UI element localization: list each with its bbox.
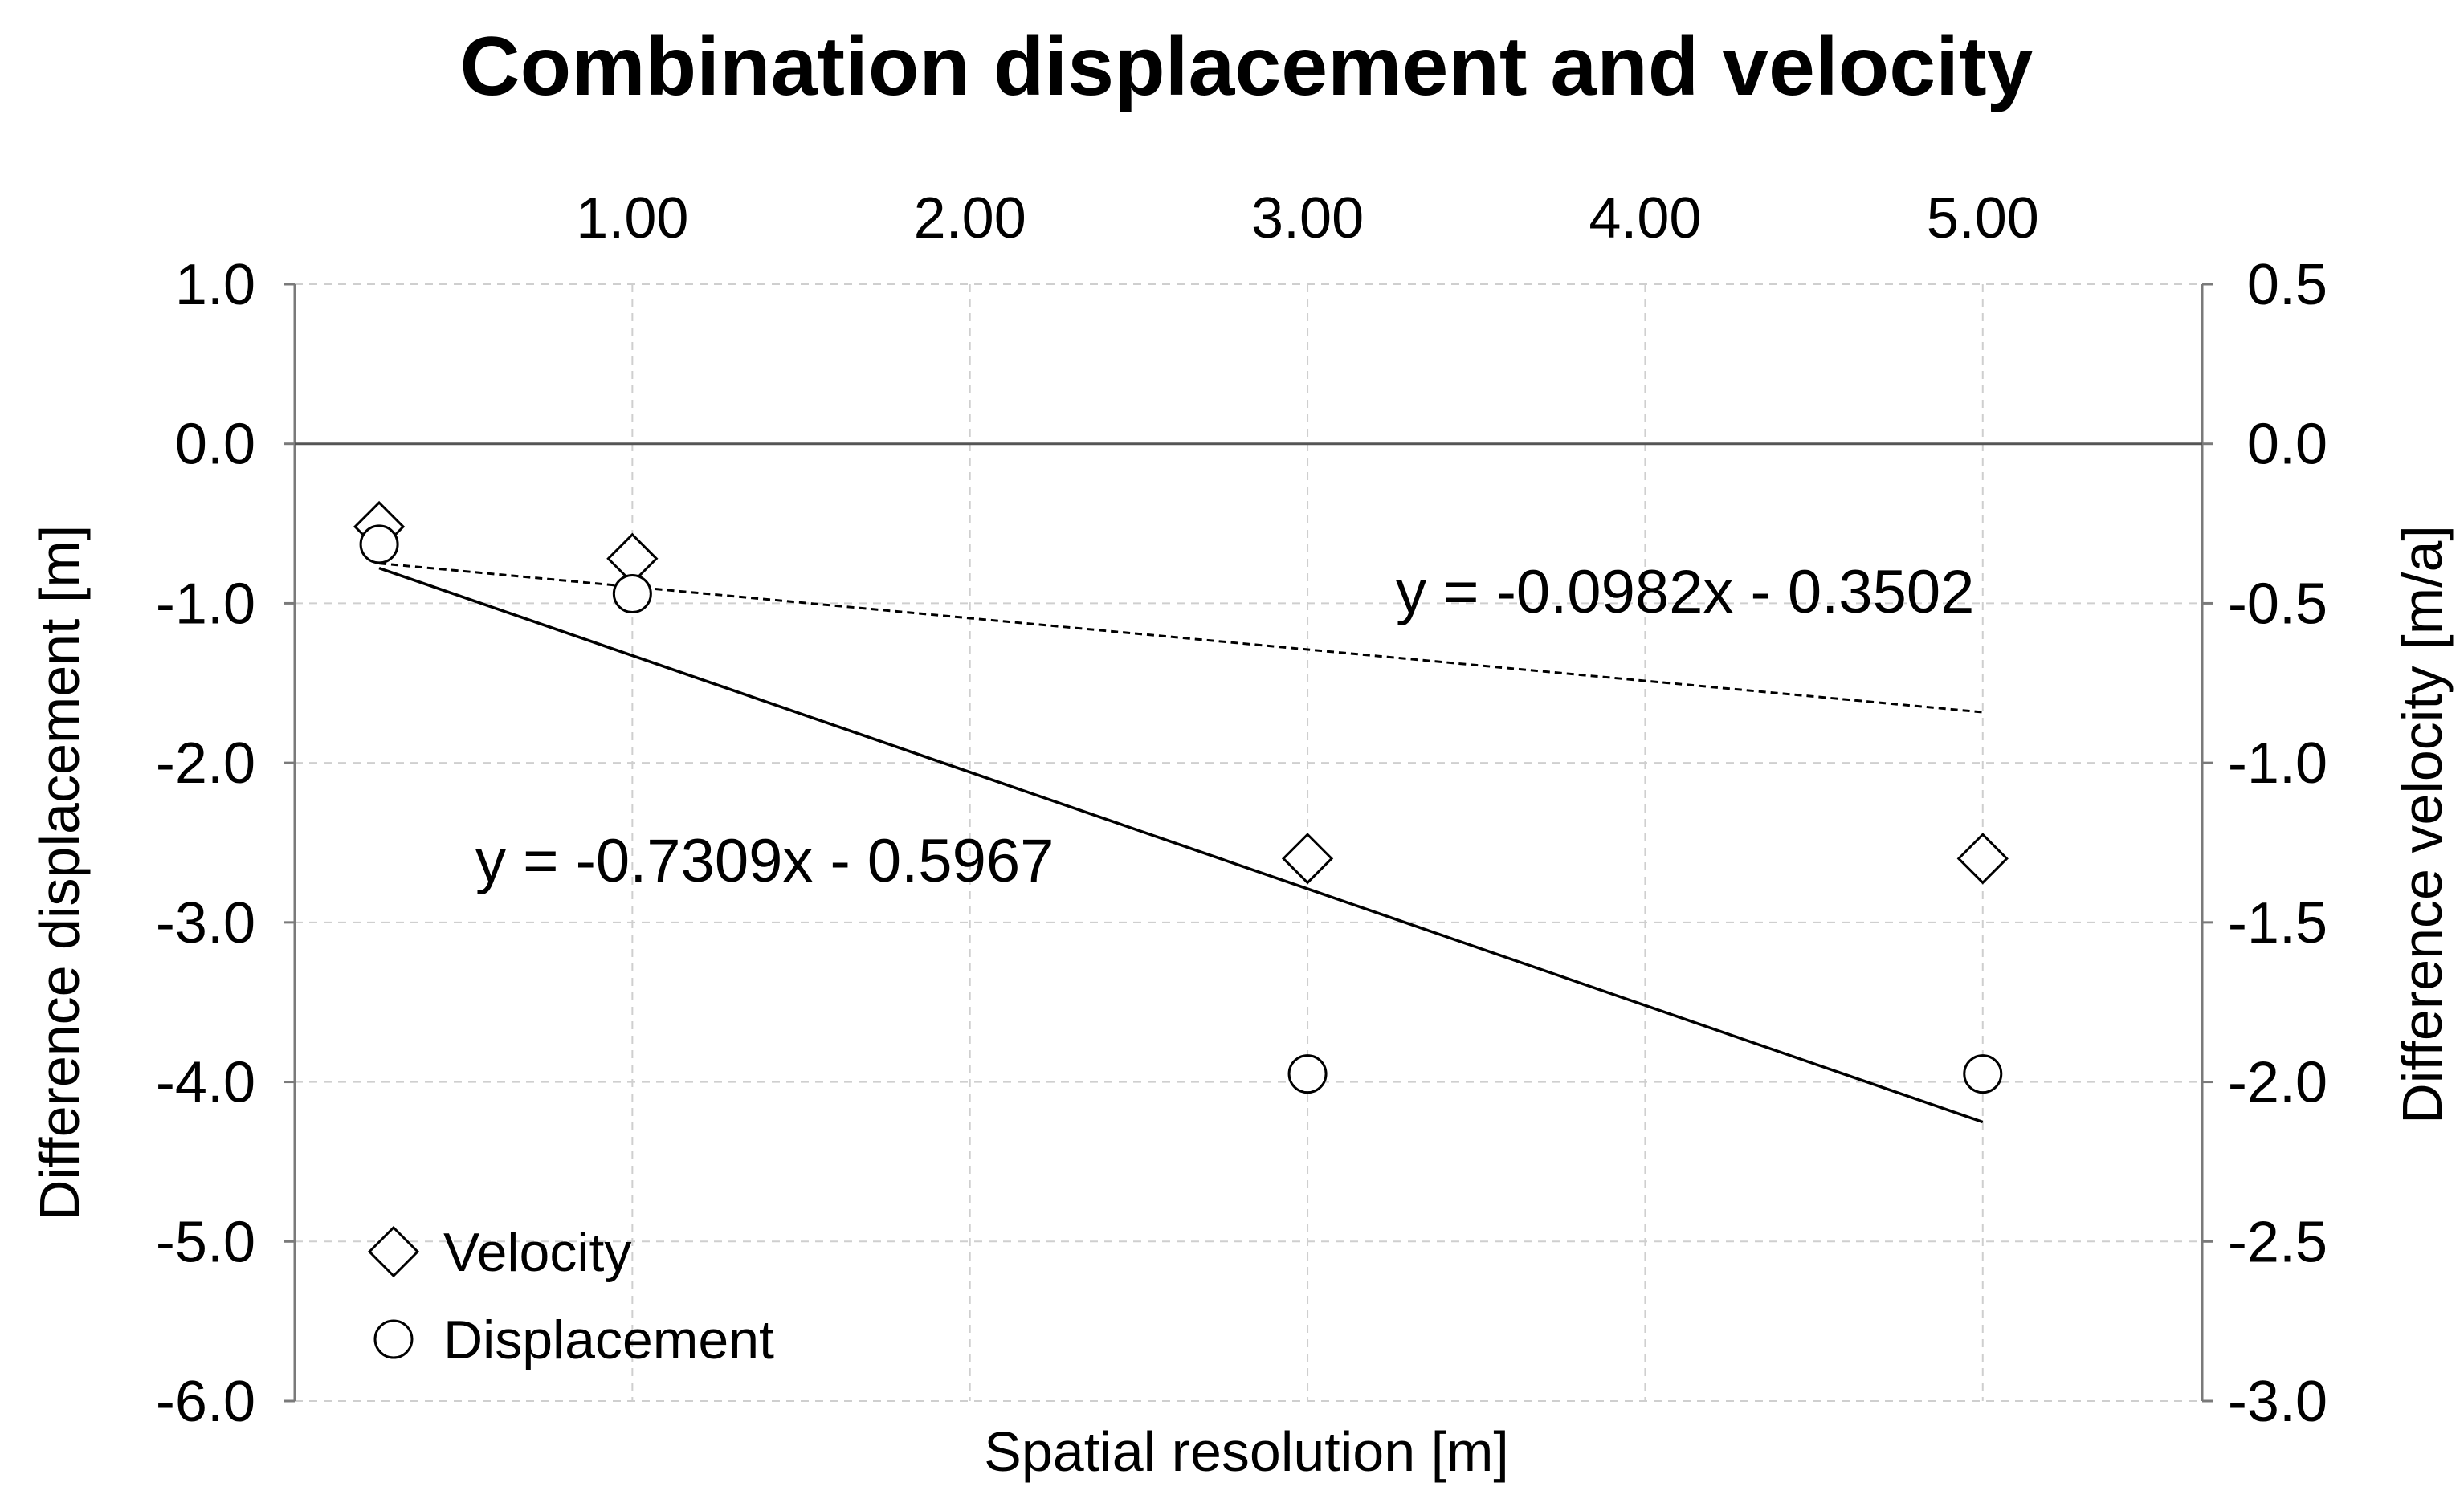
- velocity-point: [1281, 833, 1334, 885]
- y-right-axis-label: Difference velocity [m/a]: [2391, 525, 2454, 1124]
- y-left-tick-label: -2.0: [156, 731, 255, 796]
- displacement-point: [1963, 1054, 2003, 1094]
- displacement-point: [612, 574, 652, 614]
- y-right-tick-label: -2.0: [2228, 1051, 2327, 1115]
- y-right-tick-label: 0.5: [2247, 253, 2327, 317]
- data-markers: [353, 500, 2009, 1094]
- y-right-axis-ticks: 0.5 0.0 -0.5 -1.0 -1.5 -2.0 -2.5 -3.0: [2228, 253, 2327, 1434]
- chart-title: Combination displacement and velocity: [459, 20, 2033, 113]
- x-tick-label: 1.00: [576, 186, 688, 250]
- y-left-tick-label: -1.0: [156, 572, 255, 636]
- y-left-tick-label: 1.0: [175, 253, 255, 317]
- displacement-point: [359, 524, 399, 564]
- x-tick-label: 4.00: [1589, 186, 1701, 250]
- y-left-tick-label: -3.0: [156, 891, 255, 955]
- legend: Velocity Displacement: [367, 1222, 774, 1371]
- legend-velocity-label: Velocity: [443, 1222, 631, 1283]
- x-axis-ticks: 1.00 2.00 3.00 4.00 5.00: [576, 186, 2039, 250]
- y-right-tick-label: -1.0: [2228, 731, 2327, 796]
- trendline-equations: y = -0.0982x - 0.3502 y = -0.7309x - 0.59…: [475, 558, 1974, 895]
- legend-displacement-marker: [373, 1319, 414, 1359]
- y-left-axis-ticks: 1.0 0.0 -1.0 -2.0 -3.0 -4.0 -5.0 -6.0: [156, 253, 255, 1434]
- x-axis-label: Spatial resolution [m]: [984, 1420, 1509, 1483]
- displacement-trendline: [378, 566, 1984, 1124]
- x-tick-label: 3.00: [1251, 186, 1364, 250]
- y-right-tick-label: -3.0: [2228, 1370, 2327, 1434]
- y-left-tick-label: 0.0: [175, 413, 255, 477]
- velocity-point: [1956, 833, 2009, 885]
- x-tick-label: 5.00: [1927, 186, 2039, 250]
- y-left-tick-label: -4.0: [156, 1051, 255, 1115]
- y-left-tick-label: -5.0: [156, 1210, 255, 1274]
- axes: [284, 283, 2213, 1403]
- y-right-tick-label: -0.5: [2228, 572, 2327, 636]
- displacement-trendline-equation: y = -0.7309x - 0.5967: [475, 827, 1054, 895]
- legend-displacement-label: Displacement: [443, 1309, 774, 1371]
- velocity-trendline-equation: y = -0.0982x - 0.3502: [1396, 558, 1974, 626]
- y-right-tick-label: 0.0: [2247, 413, 2327, 477]
- displacement-point: [1287, 1054, 1328, 1094]
- legend-velocity-marker: [367, 1225, 420, 1278]
- y-left-axis-label: Difference displacement [m]: [28, 525, 91, 1220]
- x-tick-label: 2.00: [914, 186, 1026, 250]
- y-right-tick-label: -1.5: [2228, 891, 2327, 955]
- y-left-tick-label: -6.0: [156, 1370, 255, 1434]
- y-right-tick-label: -2.5: [2228, 1210, 2327, 1274]
- grid-lines: [295, 283, 2202, 1402]
